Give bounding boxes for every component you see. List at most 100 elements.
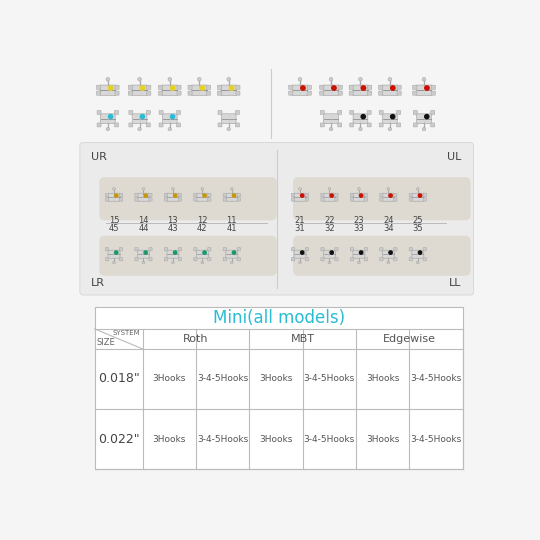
FancyBboxPatch shape [353,250,365,258]
FancyBboxPatch shape [236,91,240,95]
Text: 14: 14 [138,217,149,226]
FancyBboxPatch shape [108,193,120,201]
FancyBboxPatch shape [206,85,211,89]
FancyBboxPatch shape [97,111,101,114]
Circle shape [140,114,145,119]
Circle shape [301,86,305,90]
Circle shape [329,127,333,131]
Text: 21: 21 [295,217,305,226]
FancyBboxPatch shape [409,248,413,251]
FancyBboxPatch shape [177,91,181,95]
FancyBboxPatch shape [163,114,177,124]
FancyBboxPatch shape [349,91,353,95]
FancyBboxPatch shape [129,91,132,95]
FancyBboxPatch shape [132,114,147,124]
FancyBboxPatch shape [223,198,226,201]
FancyBboxPatch shape [108,250,120,258]
Circle shape [361,114,366,119]
FancyBboxPatch shape [320,85,324,89]
Circle shape [138,127,141,131]
Circle shape [113,261,116,264]
Circle shape [387,187,390,190]
FancyBboxPatch shape [350,193,354,197]
FancyBboxPatch shape [223,258,226,261]
FancyBboxPatch shape [129,123,133,127]
FancyBboxPatch shape [379,111,383,114]
FancyBboxPatch shape [379,123,383,127]
Text: 3-4-5Hooks: 3-4-5Hooks [410,435,462,443]
FancyBboxPatch shape [138,193,150,201]
Circle shape [418,251,422,254]
FancyBboxPatch shape [237,258,240,261]
FancyBboxPatch shape [305,258,308,261]
FancyBboxPatch shape [349,85,353,89]
FancyBboxPatch shape [431,85,435,89]
FancyBboxPatch shape [294,193,306,201]
FancyBboxPatch shape [338,91,342,95]
Circle shape [106,77,110,81]
FancyBboxPatch shape [178,193,181,197]
Circle shape [106,127,110,131]
Text: 44: 44 [138,224,149,233]
Circle shape [230,86,234,90]
Text: Mini(all models): Mini(all models) [213,309,345,327]
Circle shape [328,187,331,190]
FancyBboxPatch shape [353,193,365,201]
Text: 0.018": 0.018" [98,373,139,386]
FancyBboxPatch shape [105,248,109,251]
FancyBboxPatch shape [178,248,181,251]
Text: 33: 33 [354,224,364,233]
FancyBboxPatch shape [353,85,368,96]
Text: 41: 41 [227,224,237,233]
Circle shape [168,77,172,81]
Text: Edgewise: Edgewise [383,334,436,344]
FancyBboxPatch shape [431,123,435,127]
FancyBboxPatch shape [188,91,192,95]
Circle shape [301,251,304,254]
FancyBboxPatch shape [138,250,150,258]
Text: 3Hooks: 3Hooks [153,435,186,443]
FancyBboxPatch shape [380,258,383,261]
FancyBboxPatch shape [114,111,118,114]
FancyBboxPatch shape [394,193,397,197]
Text: 22: 22 [324,217,335,226]
FancyBboxPatch shape [206,91,211,95]
FancyBboxPatch shape [321,198,324,201]
Circle shape [390,114,395,119]
Circle shape [231,261,233,264]
Circle shape [299,187,301,190]
FancyBboxPatch shape [382,85,397,96]
Circle shape [328,261,331,264]
FancyBboxPatch shape [380,198,383,201]
Circle shape [360,194,363,197]
FancyBboxPatch shape [350,111,354,114]
FancyBboxPatch shape [146,111,150,114]
Text: 31: 31 [295,224,305,233]
FancyBboxPatch shape [394,248,397,251]
Circle shape [172,187,174,190]
FancyBboxPatch shape [97,85,100,89]
Circle shape [416,187,419,190]
FancyBboxPatch shape [338,85,342,89]
FancyBboxPatch shape [192,85,207,96]
FancyBboxPatch shape [379,85,383,89]
Circle shape [142,261,145,264]
Circle shape [200,86,205,90]
Text: 3Hooks: 3Hooks [366,374,400,383]
FancyBboxPatch shape [423,193,427,197]
Text: LR: LR [91,278,105,288]
FancyBboxPatch shape [159,91,163,95]
Circle shape [173,251,177,254]
Circle shape [144,194,147,197]
Circle shape [232,251,235,254]
FancyBboxPatch shape [409,198,413,201]
FancyBboxPatch shape [223,193,226,197]
FancyBboxPatch shape [413,111,417,114]
FancyBboxPatch shape [292,258,295,261]
Text: SIZE: SIZE [97,338,116,347]
Text: SYSTEM: SYSTEM [113,330,140,336]
FancyBboxPatch shape [321,258,324,261]
FancyBboxPatch shape [397,111,401,114]
FancyBboxPatch shape [208,198,211,201]
FancyBboxPatch shape [321,193,324,197]
